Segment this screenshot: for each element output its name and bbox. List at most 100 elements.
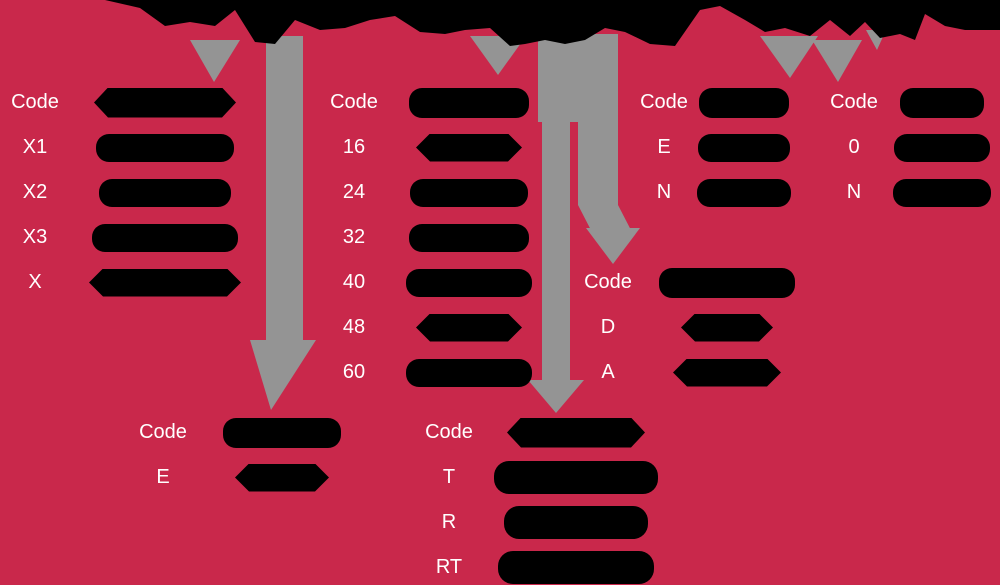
code-value: 16 <box>342 136 366 158</box>
redacted-label: Hybrid output <box>498 551 654 584</box>
code-value: X3 <box>22 226 48 248</box>
code-header: Code <box>640 91 688 113</box>
arrow-to-mode-b-table <box>812 40 862 82</box>
code-value: X2 <box>22 181 48 203</box>
arrow-to-output-type-table-head <box>528 380 584 413</box>
code-value: X <box>28 271 42 293</box>
arrow-to-trade-type-table-head <box>250 340 316 410</box>
redacted-label: 12DI/12DO <box>410 178 528 207</box>
table-row: RT Hybrid output <box>419 545 661 585</box>
table-row: Code Mode <box>824 80 994 125</box>
table-row: X2 Standard type <box>5 170 250 215</box>
redacted-label: Net type <box>698 133 790 162</box>
table-mode-b: Code Mode 0 Reserve N Bus type <box>824 80 994 215</box>
arrow-to-mode-a-table <box>760 36 818 78</box>
arrow-to-io-number-table <box>470 36 526 75</box>
table-row: 48 24DI/24DO <box>324 305 549 350</box>
table-mode-a: Code Mode E Net type N Bus type <box>634 80 794 215</box>
redacted-label: 36DI/24DO <box>406 358 532 387</box>
arrow-to-power-supply-table-shaft <box>578 34 618 205</box>
code-value: 32 <box>342 226 366 248</box>
table-row: Code Power supply <box>578 260 802 305</box>
redacted-label: Relay output <box>504 506 648 539</box>
redacted-label: Bus type <box>697 178 791 207</box>
redacted-label: General type <box>89 269 241 297</box>
table-row: N Bus type <box>824 170 994 215</box>
redacted-label: Economic type <box>96 133 234 162</box>
redacted-label-trade-header: Trade Type <box>223 417 341 448</box>
code-value: 40 <box>342 271 366 293</box>
redacted-label: 24DI/24DO <box>416 314 522 342</box>
code-value: 24 <box>342 181 366 203</box>
code-value: E <box>156 466 170 488</box>
redacted-label-io-header: I/O number <box>409 87 529 118</box>
table-row: 0 Reserve <box>824 125 994 170</box>
redacted-label: DC24V <box>681 314 773 342</box>
redacted-label: Enhanced type <box>92 223 238 252</box>
table-row: 16 8DI/8DO <box>324 125 549 170</box>
code-header: Code <box>330 91 378 113</box>
redacted-label: 24DI/16DO <box>406 268 532 297</box>
table-row: A AC220V <box>578 350 802 395</box>
table-row: T Transistor output <box>419 455 661 500</box>
table-row: Code Trade Type <box>133 410 352 455</box>
redacted-label-mode-a-header: Mode <box>699 87 789 118</box>
table-row: D DC24V <box>578 305 802 350</box>
redacted-label-output-header: Output type <box>507 418 645 448</box>
table-row: 60 36DI/24DO <box>324 350 549 395</box>
arrow-to-trade-type-table-shaft <box>266 36 303 346</box>
table-row: X1 Economic type <box>5 125 250 170</box>
redacted-label: AC220V <box>673 359 781 387</box>
code-header: Code <box>139 421 187 443</box>
table-row: N Bus type <box>634 170 794 215</box>
code-header: Code <box>425 421 473 443</box>
table-row: E Export <box>133 455 352 500</box>
code-value: R <box>441 511 457 533</box>
table-output-type: Code Output type T Transistor output R R… <box>419 410 661 585</box>
arrow-to-power-supply-table-head <box>586 228 640 264</box>
code-header: Code <box>584 271 632 293</box>
table-row: X3 Enhanced type <box>5 215 250 260</box>
redacted-label: Transistor output <box>494 461 658 494</box>
code-header: Code <box>11 91 59 113</box>
table-row: 24 12DI/12DO <box>324 170 549 215</box>
arrow-to-output-type-table-shaft <box>542 34 570 384</box>
redacted-label: Reserve <box>893 133 990 162</box>
table-plc-type: Code PLC type X1 Economic type X2 Standa… <box>5 80 250 305</box>
code-value: X1 <box>22 136 48 158</box>
table-row: 32 16DI/16DO <box>324 215 549 260</box>
code-value: 0 <box>848 136 860 158</box>
redacted-label: 16DI/16DO <box>409 223 529 252</box>
code-value: D <box>600 316 616 338</box>
arrow-to-plc-type-table <box>190 40 240 82</box>
code-value: N <box>656 181 672 203</box>
table-row: 40 24DI/16DO <box>324 260 549 305</box>
model-number-banner <box>105 0 1000 46</box>
table-row: Code Output type <box>419 410 661 455</box>
table-row: E Net type <box>634 125 794 170</box>
code-header: Code <box>830 91 878 113</box>
table-row: X General type <box>5 260 250 305</box>
code-value: 48 <box>342 316 366 338</box>
redacted-label-power-header: Power supply <box>659 267 795 298</box>
redacted-label-mode-b-header: Mode <box>899 87 984 118</box>
redacted-label: 8DI/8DO <box>416 134 522 162</box>
redacted-label: Export <box>235 464 329 492</box>
redacted-label: Bus type <box>892 178 991 207</box>
code-value: T <box>442 466 456 488</box>
code-value: N <box>846 181 862 203</box>
code-value: 60 <box>342 361 366 383</box>
code-value: E <box>657 136 671 158</box>
table-trade-type: Code Trade Type E Export <box>133 410 352 500</box>
redacted-label-plc-type-header: PLC type <box>94 88 236 118</box>
table-row: Code PLC type <box>5 80 250 125</box>
table-row: Code Mode <box>634 80 794 125</box>
code-value: RT <box>435 556 463 578</box>
table-io-number: Code I/O number 16 8DI/8DO 24 12DI/12DO … <box>324 80 549 395</box>
redacted-label: Standard type <box>99 178 231 207</box>
table-power-supply: Code Power supply D DC24V A AC220V <box>578 260 802 395</box>
code-value: A <box>601 361 615 383</box>
table-row: Code I/O number <box>324 80 549 125</box>
